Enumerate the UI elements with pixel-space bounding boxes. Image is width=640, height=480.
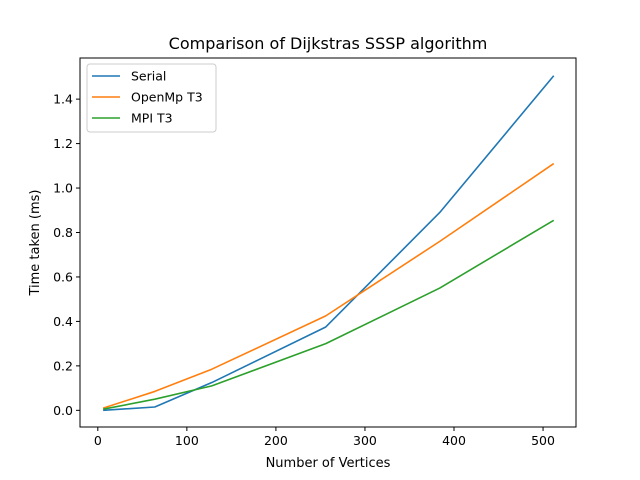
y-axis: 0.0 0.2 0.4 0.6 0.8 1.0 1.2 1.4 [53,92,80,418]
legend: Serial OpenMp T3 MPI T3 [86,63,217,133]
x-tick-label: 400 [442,433,466,448]
chart-title: Comparison of Dijkstras SSSP algorithm [169,34,488,53]
plot-area [79,57,577,428]
legend-label-serial: Serial [131,69,166,84]
series-line-openmp-t3 [102,162,555,409]
y-tick-label: 1.2 [53,136,73,151]
axes-frame [79,57,577,428]
x-axis-label: Number of Vertices [266,456,391,471]
y-tick-label: 1.0 [53,181,73,196]
y-axis-label: Time taken (ms) [28,189,43,296]
series-line-serial [103,75,555,412]
y-tick-label: 0.2 [53,358,73,373]
series-line-mpi-t3 [102,219,555,411]
x-tick-label: 0 [94,433,102,448]
x-tick-label: 300 [353,433,377,448]
y-tick-label: 0.6 [53,269,73,284]
x-tick-label: 100 [175,433,199,448]
legend-box [86,63,217,133]
series-layer [102,75,555,412]
y-tick-label: 0.4 [53,314,73,329]
x-axis: 0 100 200 300 400 500 [94,427,555,448]
legend-label-openmp-t3: OpenMp T3 [131,90,203,105]
legend-label-mpi-t3: MPI T3 [131,111,173,126]
y-tick-label: 0.0 [53,403,73,418]
y-tick-label: 1.4 [53,92,73,107]
x-tick-label: 200 [264,433,288,448]
x-tick-label: 500 [531,433,555,448]
y-tick-label: 0.8 [53,225,73,240]
